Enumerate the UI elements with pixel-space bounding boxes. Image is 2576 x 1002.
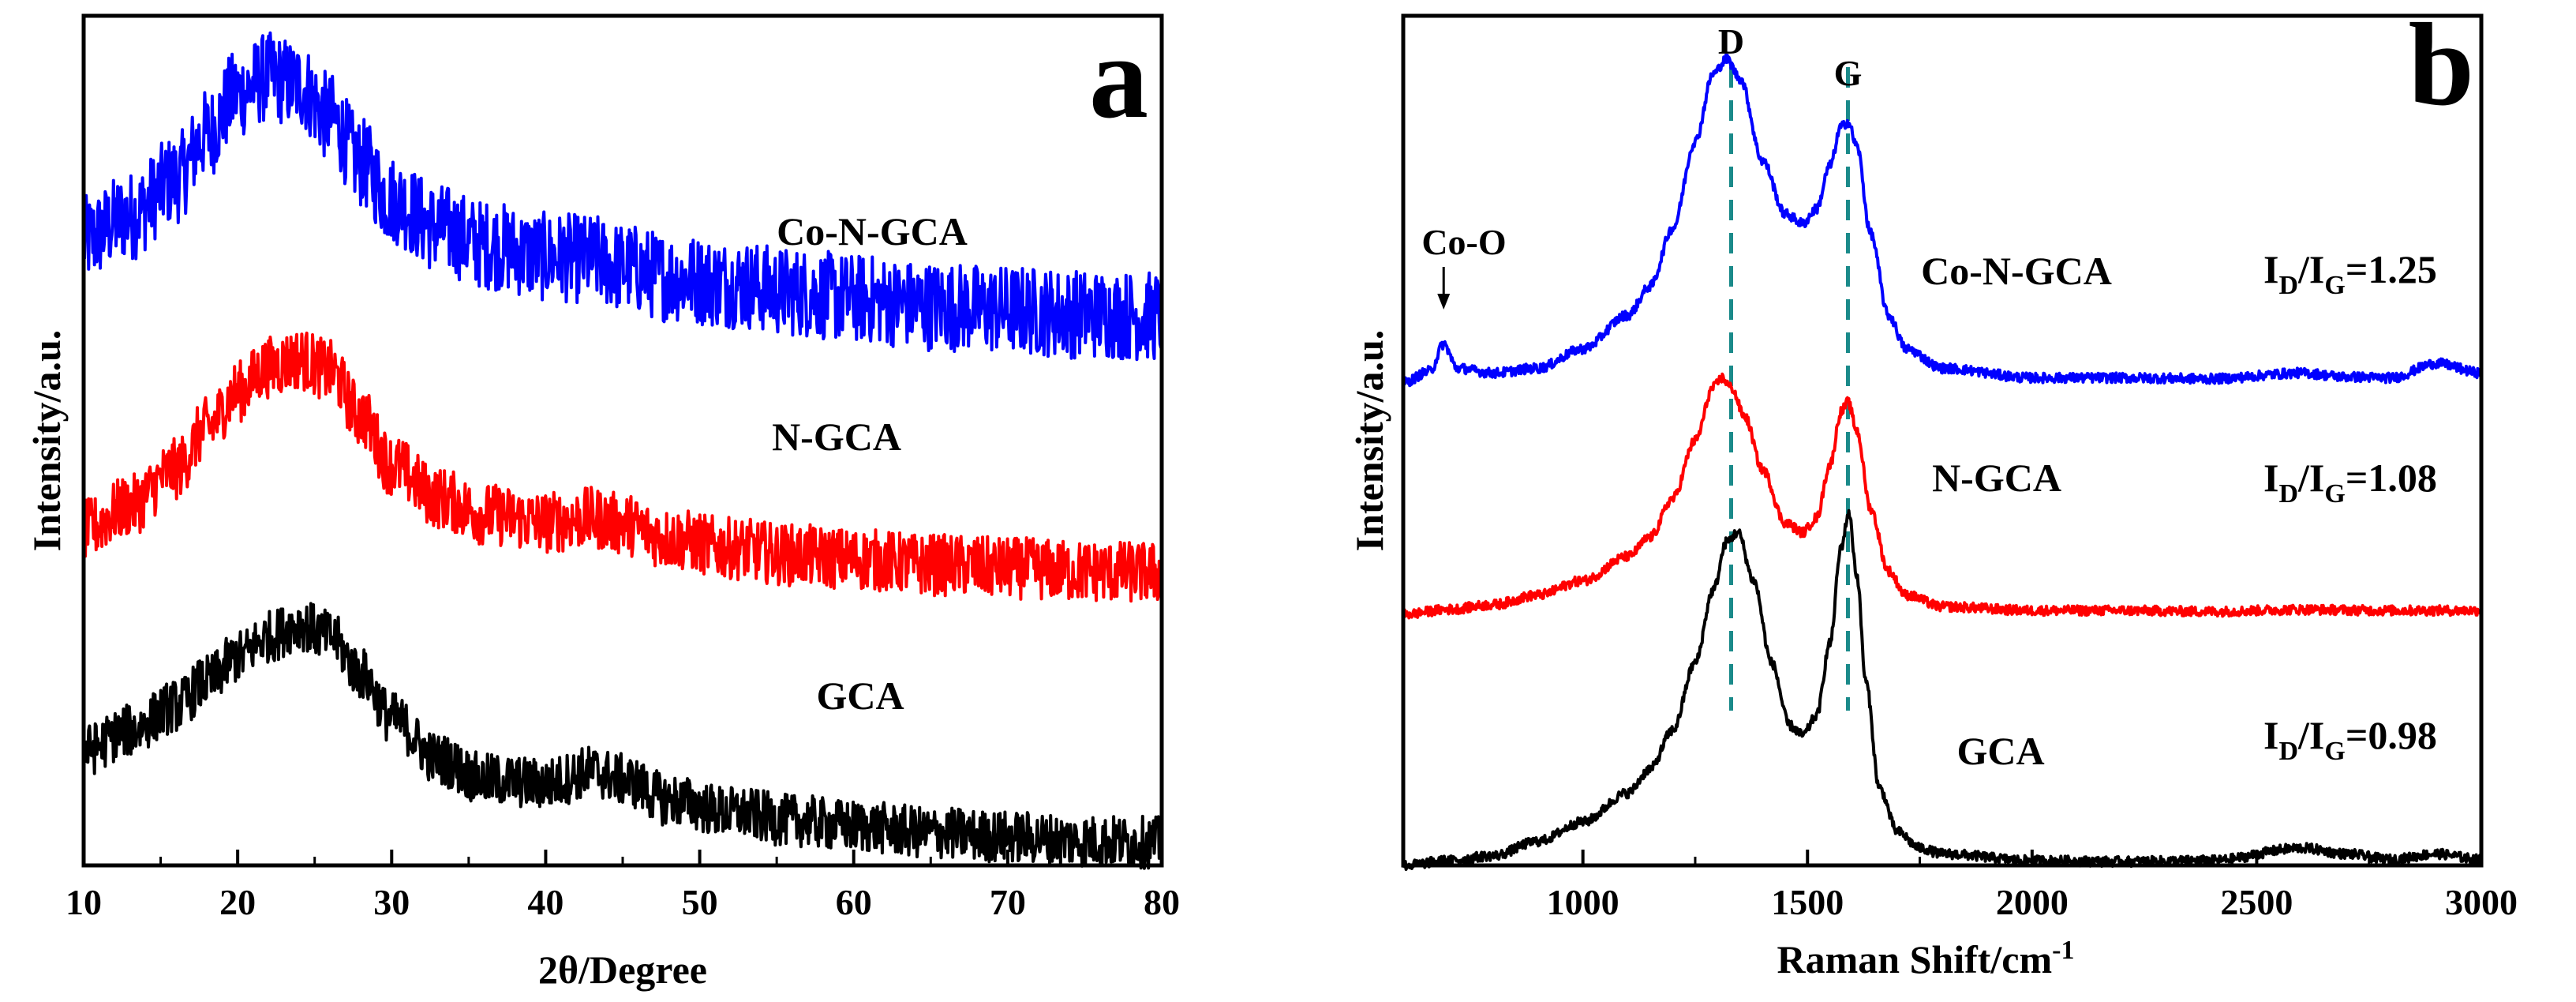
panel-a-xtick-label: 30 xyxy=(373,882,410,922)
panel-b-ticks: 1000 1500 2000 2500 3000 xyxy=(1469,850,2518,922)
panel-a-ticks: 10 20 30 40 50 60 70 80 xyxy=(66,850,1180,922)
panel-b-series-gca xyxy=(1402,509,2483,871)
ratio-gca: ID/IG=0.98 xyxy=(2263,713,2437,766)
panel-b-letter: b xyxy=(2409,0,2474,130)
panel-b-frame xyxy=(1401,13,2484,868)
panel-a-letter: a xyxy=(1089,12,1148,143)
panel-a-label-n-gca: N-GCA xyxy=(772,415,901,459)
panel-b-xtick-label: 1500 xyxy=(1771,882,1844,922)
panel-b-series-n-gca xyxy=(1402,372,2483,620)
panel-b-xtick-label: 3000 xyxy=(2445,882,2518,922)
panel-b-raman-chart: 1000 1500 2000 2500 3000 b D G Raman Shift/c… xyxy=(1347,0,2518,981)
peak-label-g: G xyxy=(1834,53,1863,93)
panel-a-xlabel: 2θ/Degree xyxy=(538,948,707,992)
panel-a-xtick-label: 60 xyxy=(836,882,872,922)
panel-b-xtick-label: 1000 xyxy=(1547,882,1619,922)
peak-label-d: D xyxy=(1718,21,1744,62)
panel-a-xtick-label: 40 xyxy=(527,882,564,922)
panel-a-series-gca xyxy=(82,602,1163,870)
panel-a-series-n-gca xyxy=(82,331,1163,603)
ratio-n-gca: ID/IG=1.08 xyxy=(2263,456,2437,509)
panel-b-label-gca: GCA xyxy=(1956,729,2044,773)
panel-a-xtick-label: 50 xyxy=(682,882,718,922)
panel-b-label-co-n-gca: Co-N-GCA xyxy=(1921,249,2112,293)
panel-b-series-group xyxy=(1402,53,2483,871)
panel-b-dashed-lines xyxy=(1728,67,1850,711)
panel-a-xtick-label: 10 xyxy=(66,882,102,922)
panel-a-ylabel: Intensity/a.u. xyxy=(24,330,69,552)
panel-a-label-gca: GCA xyxy=(816,674,904,718)
panel-b-series-co-n-gca xyxy=(1402,53,2483,388)
panel-a-label-co-n-gca: Co-N-GCA xyxy=(777,209,968,253)
panel-a-xtick-label: 70 xyxy=(990,882,1026,922)
panel-a-xtick-label: 80 xyxy=(1144,882,1180,922)
panel-b-ylabel: Intensity/a.u. xyxy=(1347,330,1391,552)
co-o-arrow-icon xyxy=(1437,267,1451,310)
panel-a-series-co-n-gca xyxy=(82,31,1163,362)
co-o-annotation: Co-O xyxy=(1421,222,1506,262)
ratio-co-n-gca: ID/IG=1.25 xyxy=(2263,247,2437,300)
panel-a-series-group xyxy=(82,31,1163,870)
panel-a-xrd-chart: 10 20 30 40 50 60 70 80 a 2θ/Degree Intensity/a… xyxy=(24,12,1180,992)
panel-b-label-n-gca: N-GCA xyxy=(1932,456,2061,500)
panel-b-xtick-label: 2000 xyxy=(1996,882,2069,922)
panel-b-xtick-label: 2500 xyxy=(2220,882,2293,922)
panel-b-xlabel: Raman Shift/cm-1 xyxy=(1777,936,2075,981)
co-o-arrow-head xyxy=(1437,294,1451,310)
panel-a-xtick-label: 20 xyxy=(219,882,256,922)
